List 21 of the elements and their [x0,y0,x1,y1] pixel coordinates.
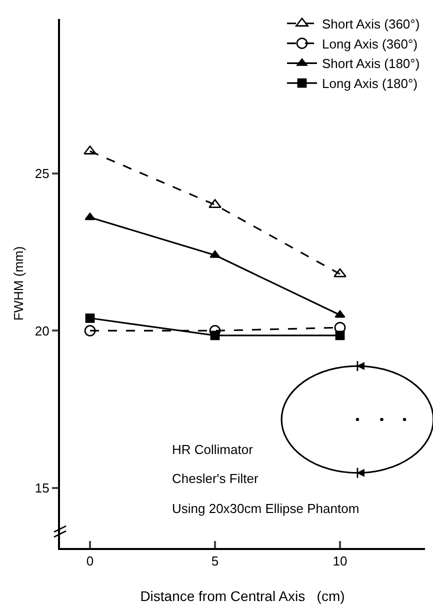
legend-label: Long Axis (360°) [322,36,418,52]
point [85,313,95,323]
point [84,212,96,220]
point [334,310,346,318]
point [334,268,346,278]
point [210,250,220,258]
x-axis-title: Distance from Central Axis (cm) [140,588,345,604]
annotation: Chesler's Filter [172,471,259,486]
x-tick-label: 5 [211,554,219,569]
legend-label: Short Axis (180°) [322,56,420,72]
y-tick-label: 20 [34,323,50,338]
annotation: HR Collimator [172,442,254,457]
x-tick-label: 0 [86,554,94,569]
legend-label: Short Axis (360°) [322,16,420,32]
legend-label: Long Axis (180°) [322,76,418,92]
y-tick-label: 25 [34,166,50,181]
annotation: Using 20x30cm Ellipse Phantom [172,501,360,516]
point [84,325,96,336]
x-tick-label: 10 [332,554,348,569]
y-axis-title: FWHM (mm) [11,246,26,321]
y-tick-label: 15 [34,480,50,496]
